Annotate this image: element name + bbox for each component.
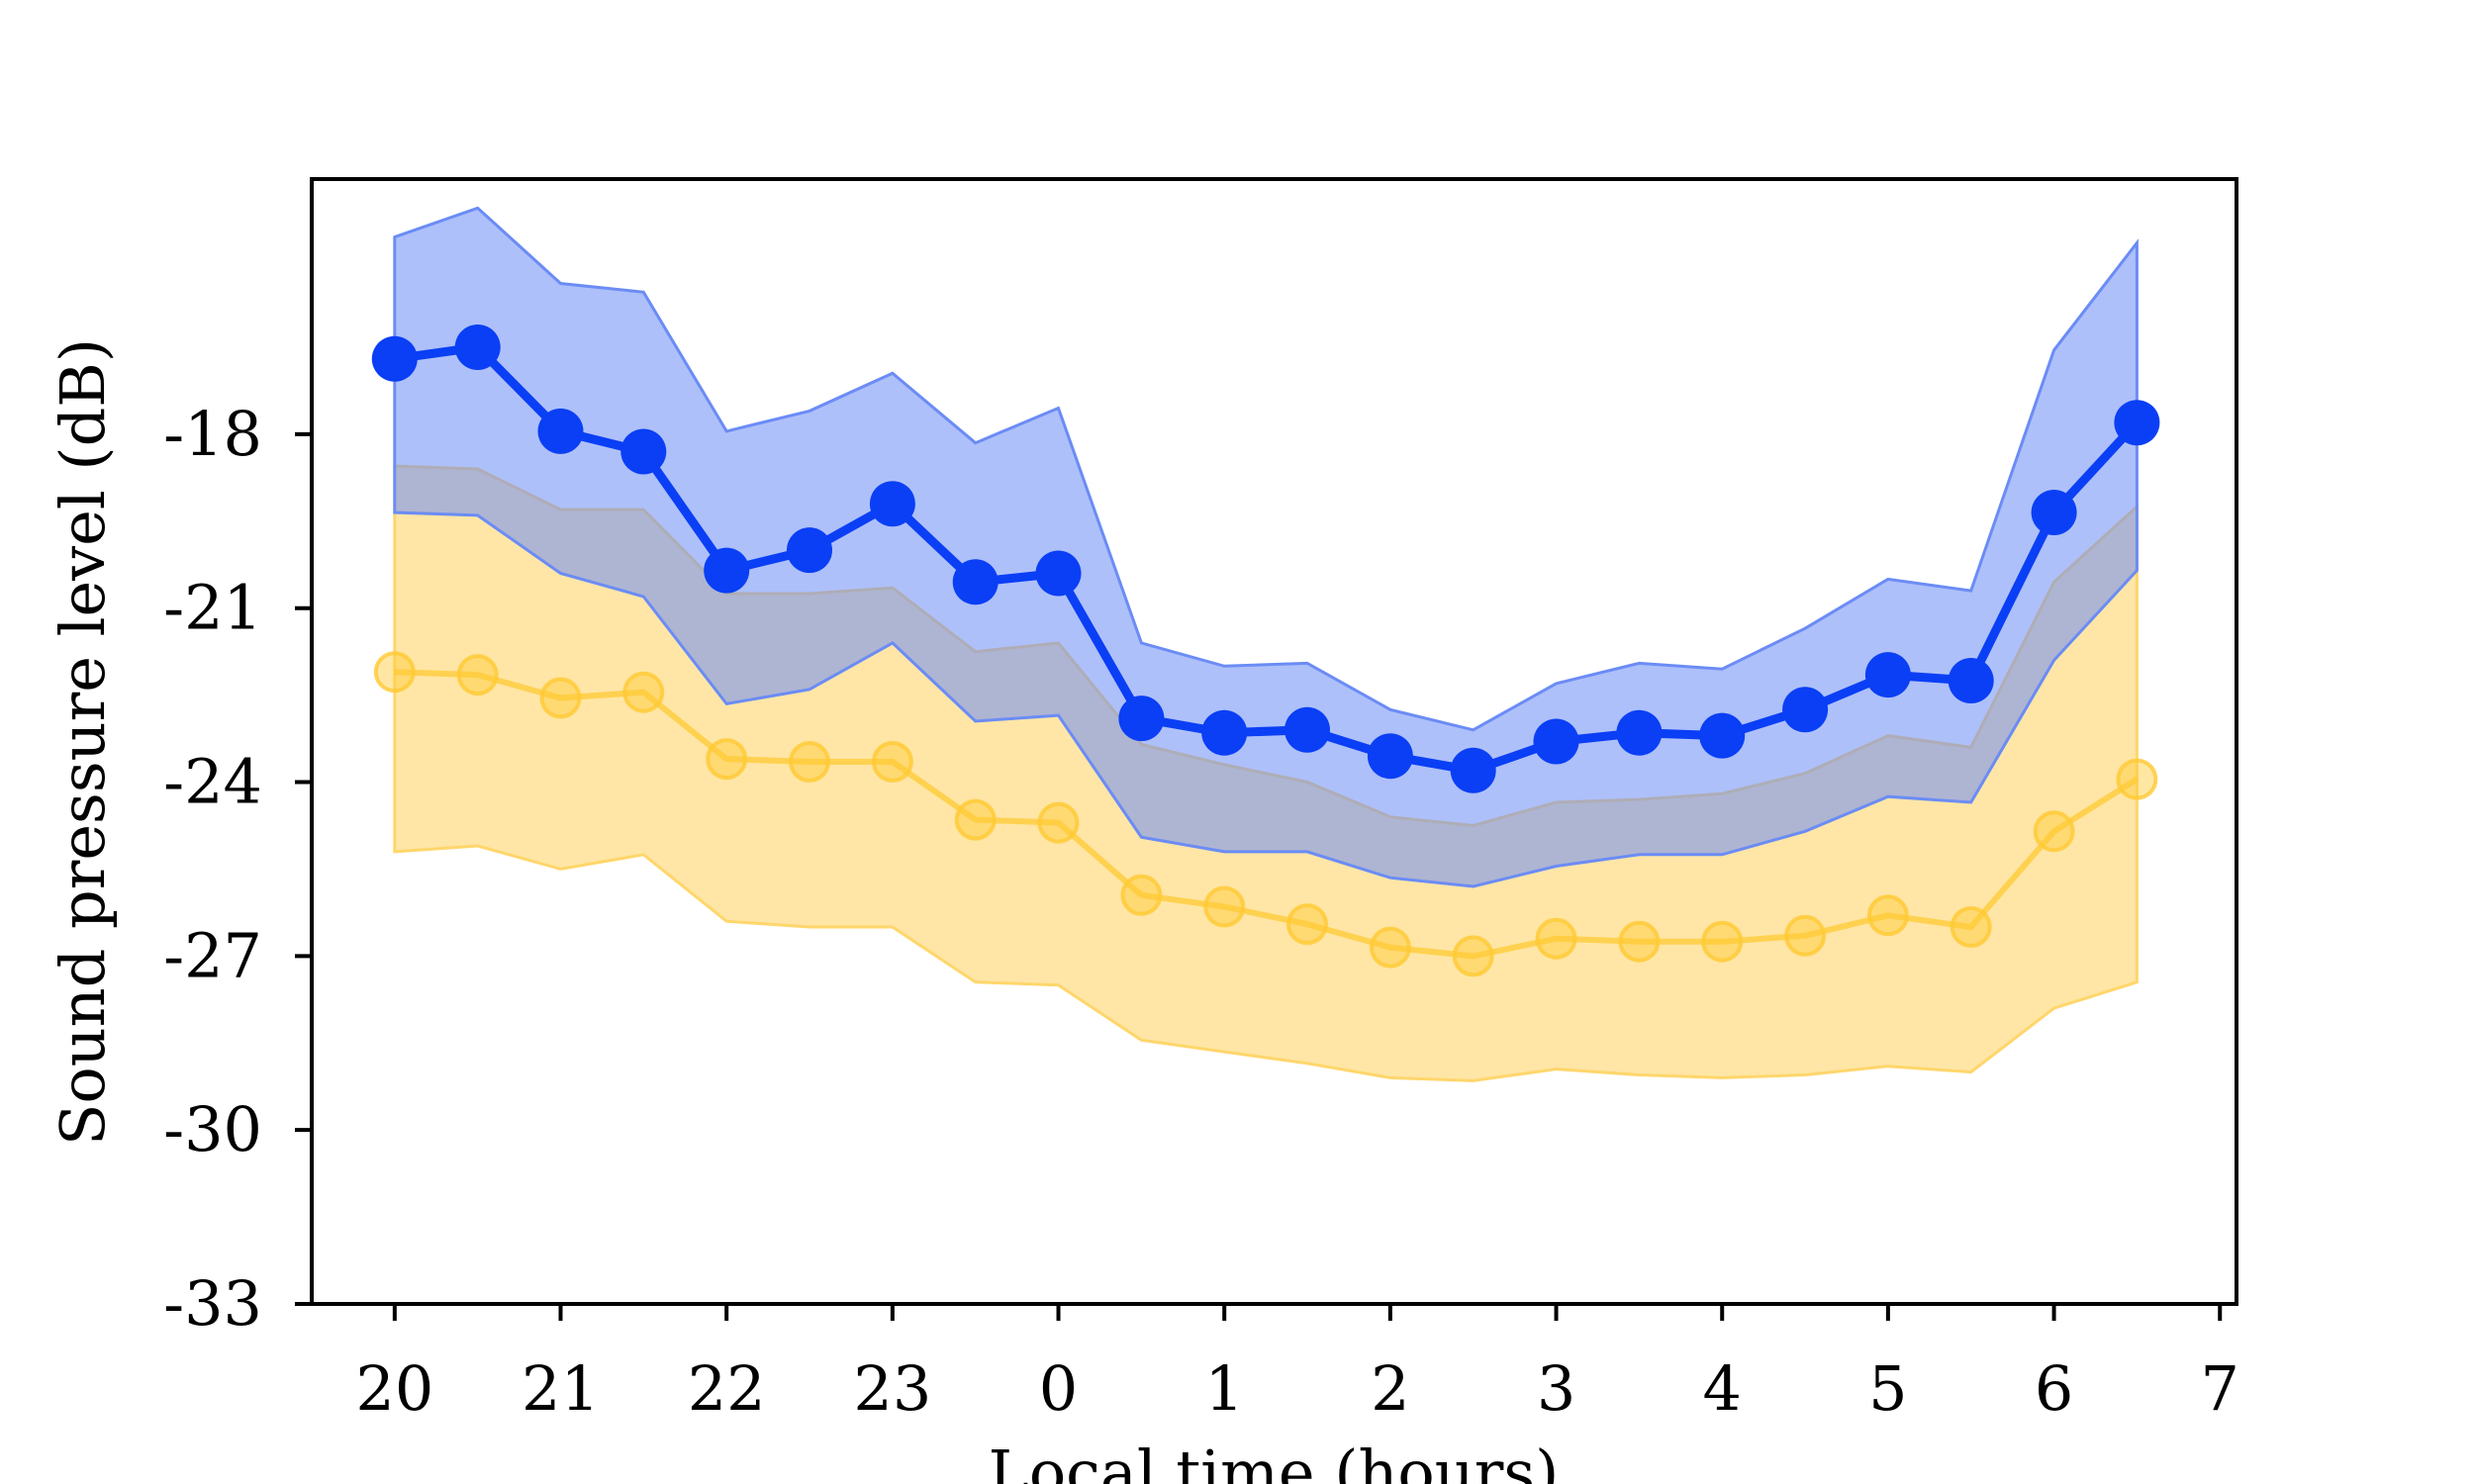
x-tick-label: 1	[1204, 1352, 1243, 1425]
series-2-point	[1120, 874, 1163, 916]
series-2-point	[706, 738, 748, 781]
series-1-point	[1699, 712, 1746, 759]
y-tick-label: -30	[163, 1093, 262, 1165]
series-1-point	[869, 481, 915, 527]
series-2-line	[394, 669, 2139, 960]
series-1-point	[1118, 696, 1165, 742]
series-1-point	[620, 428, 667, 475]
series-1-point	[1035, 550, 1082, 597]
series-2-point	[1037, 801, 1080, 844]
series-1-point	[2031, 490, 2077, 535]
series-1-point	[1450, 747, 1496, 793]
series-1-point	[2114, 400, 2160, 446]
series-2-point	[1535, 917, 1577, 960]
series-1-point	[1285, 706, 1330, 753]
series-lines	[394, 342, 2141, 960]
x-tick-label: 0	[1039, 1352, 1078, 1425]
confidence-bands	[393, 206, 2139, 1082]
x-tick-label: 23	[853, 1352, 931, 1425]
y-axis-title: Sound pressure level (dB)	[47, 338, 119, 1146]
y-axis-ticks: -18 -21 -24 -27 -30 -33	[163, 398, 312, 1340]
series-2-point	[871, 741, 913, 783]
x-axis-title: Local time (hours)	[989, 1437, 1560, 1484]
series-1-point	[454, 325, 501, 370]
series-1-line	[394, 342, 2141, 776]
x-tick-label: 22	[688, 1352, 766, 1425]
y-tick-label: -33	[163, 1267, 262, 1340]
series-2-point	[1203, 885, 1246, 928]
y-tick-label: -18	[163, 398, 262, 470]
series-2-point	[1784, 914, 1827, 957]
series-1-point	[537, 408, 584, 454]
series-1-point	[1864, 652, 1911, 698]
series-2-point	[622, 671, 665, 713]
series-2-point	[2116, 758, 2158, 800]
series-2-point	[1618, 920, 1661, 963]
x-tick-label: 5	[1868, 1352, 1907, 1425]
x-tick-label: 4	[1702, 1352, 1741, 1425]
x-tick-label: 7	[2201, 1352, 2239, 1425]
series-2-point	[1701, 920, 1744, 963]
series-1-point	[1782, 687, 1829, 733]
series-2-point	[789, 741, 830, 783]
series-2-point	[1866, 894, 1909, 937]
plot-frame	[310, 177, 2238, 1306]
x-tick-label: 21	[522, 1352, 600, 1425]
series-1-band	[393, 206, 2139, 888]
y-tick-label: -27	[163, 919, 262, 991]
x-tick-label: 2	[1371, 1352, 1409, 1425]
series-1-point	[371, 335, 418, 382]
series-1-point	[1201, 709, 1248, 756]
series-1-point	[704, 547, 750, 594]
series-2-point	[954, 798, 997, 841]
y-tick-label: -24	[163, 746, 262, 818]
y-tick-label: -21	[163, 572, 262, 644]
series-1-point	[1948, 658, 1994, 703]
series-2-point	[456, 654, 499, 696]
series-1-point	[787, 527, 832, 574]
series-1-point	[1616, 709, 1663, 756]
series-2-point	[1950, 906, 1992, 948]
series-2-point	[1369, 926, 1411, 969]
series-2-point	[2033, 810, 2075, 853]
x-axis-ticks: 20 21 22 23 0 1 2 3 4 5 6 7	[355, 1304, 2239, 1425]
series-1-point	[1367, 733, 1413, 780]
series-1-point	[952, 559, 999, 605]
series-markers	[371, 325, 2160, 977]
x-tick-label: 20	[355, 1352, 433, 1425]
x-tick-label: 3	[1537, 1352, 1575, 1425]
series-2-point	[373, 651, 416, 694]
series-1-point	[1533, 718, 1579, 765]
series-2-point	[1452, 935, 1494, 977]
x-tick-label: 6	[2035, 1352, 2073, 1425]
series-2-point	[1286, 903, 1328, 946]
series-2-point	[539, 677, 582, 719]
